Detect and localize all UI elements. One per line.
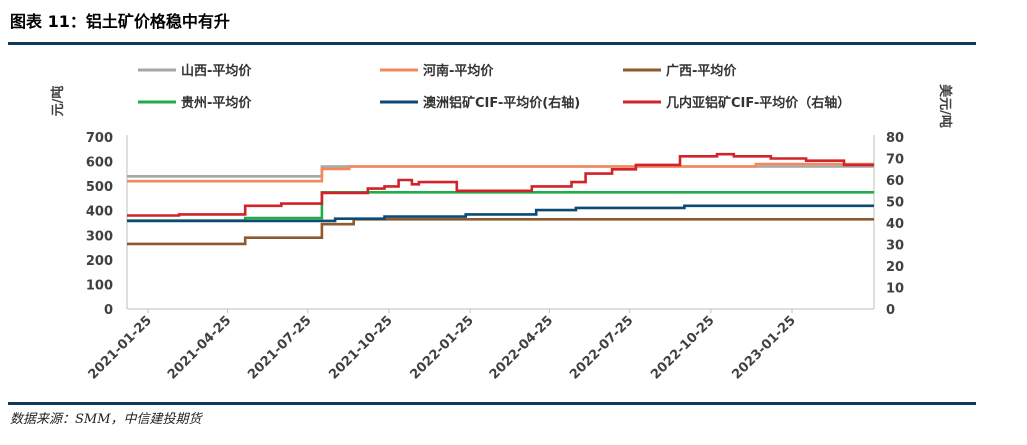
legend-label: 贵州-平均价 <box>181 95 252 111</box>
y-right-tick-label: 50 <box>886 196 904 211</box>
footer-divider <box>8 402 976 405</box>
x-tick-label: 2021-10-25 <box>326 313 395 382</box>
x-tick-label: 2021-07-25 <box>245 313 314 382</box>
x-tick-label: 2023-01-25 <box>729 313 798 382</box>
x-tick-label: 2022-04-25 <box>487 313 556 382</box>
y-right-tick-label: 20 <box>886 260 904 275</box>
y-left-tick-label: 500 <box>86 180 113 195</box>
x-tick-label: 2022-01-25 <box>407 313 476 382</box>
y-left-tick-label: 100 <box>86 278 113 293</box>
y-right-tick-label: 60 <box>886 174 904 189</box>
series-line <box>127 165 874 178</box>
y-left-axis-label: 元/吨 <box>50 86 66 117</box>
legend-label: 澳洲铝矿CIF-平均价(右轴) <box>423 95 580 111</box>
legend-label: 广西-平均价 <box>666 63 737 79</box>
series-line <box>127 204 874 223</box>
y-right-tick-label: 0 <box>886 303 895 318</box>
y-left-tick-label: 700 <box>86 131 113 146</box>
y-left-tick-label: 200 <box>86 254 113 269</box>
y-right-tick-label: 10 <box>886 282 904 297</box>
legend-label: 河南-平均价 <box>423 63 494 79</box>
y-right-axis-label: 美元/吨 <box>937 84 953 128</box>
x-tick-label: 2021-04-25 <box>165 313 234 382</box>
series-line <box>127 152 874 217</box>
x-tick-label: 2022-10-25 <box>648 313 717 382</box>
series-line <box>127 162 874 183</box>
x-tick-label: 2021-01-25 <box>86 313 155 382</box>
title-divider <box>8 42 976 45</box>
legend-label: 山西-平均价 <box>181 63 252 79</box>
chart-axes: 0 100 200 300 400 500 600 700 0 10 20 30 40 50 60 70 80 2… <box>50 84 953 383</box>
source-note: 数据来源：SMM，中信建投期货 <box>10 412 202 427</box>
y-left-tick-label: 400 <box>86 205 113 220</box>
y-left-tick-label: 300 <box>86 229 113 244</box>
series-line <box>127 218 874 246</box>
legend-label: 几内亚铝矿CIF-平均价（右轴） <box>666 95 850 111</box>
x-tick-label: 2022-07-25 <box>567 313 636 382</box>
y-left-tick-label: 0 <box>104 303 113 318</box>
y-right-tick-label: 70 <box>886 153 904 168</box>
y-left-tick-label: 600 <box>86 156 113 171</box>
y-right-tick-label: 80 <box>886 131 904 146</box>
y-right-tick-label: 30 <box>886 239 904 254</box>
chart-series-lines <box>127 152 874 246</box>
y-right-tick-label: 40 <box>886 217 904 232</box>
figure-title: 图表 11：铝土矿价格稳中有升 <box>10 12 230 31</box>
